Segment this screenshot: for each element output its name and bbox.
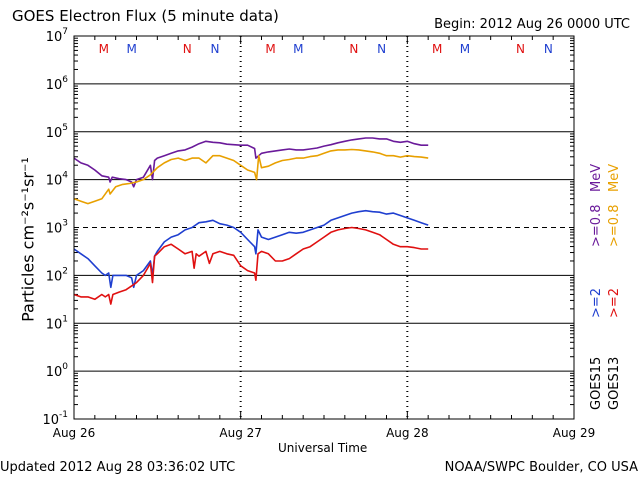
- x-axis-label: Universal Time: [278, 441, 368, 455]
- y-tick-label: 10-1: [42, 410, 68, 428]
- satellite-marker: M: [126, 42, 136, 56]
- legend-goes15-label: GOES15: [589, 356, 604, 410]
- chart-title: GOES Electron Flux (5 minute data): [12, 7, 279, 25]
- y-tick-label: 106: [46, 75, 69, 93]
- data-series: [73, 137, 429, 305]
- legend-goes13-2mev: >=2: [607, 287, 622, 318]
- axis-ticks: [73, 36, 575, 419]
- satellite-marker: N: [349, 42, 358, 56]
- series-line: [73, 226, 429, 305]
- updated-timestamp: Updated 2012 Aug 28 03:36:02 UTC: [0, 460, 236, 475]
- satellite-marker: N: [544, 42, 553, 56]
- y-tick-label: 105: [46, 123, 68, 141]
- y-tick-label: 104: [46, 171, 69, 189]
- y-tick-label: 103: [46, 219, 68, 237]
- series-line: [73, 209, 429, 289]
- satellite-marker: M: [265, 42, 275, 56]
- satellite-marker: N: [516, 42, 525, 56]
- grid-lines: [74, 36, 574, 419]
- x-tick-label: Aug 29: [552, 426, 596, 440]
- credit-label: NOAA/SWPC Boulder, CO USA: [444, 460, 638, 475]
- legend-goes13-08mev: >=0.8: [607, 204, 622, 247]
- legend-goes15-unit: MeV: [589, 163, 604, 192]
- y-tick-label: 100: [46, 362, 69, 380]
- x-tick-label: Aug 27: [219, 426, 262, 440]
- satellite-marker: N: [377, 42, 386, 56]
- x-tick-label: Aug 28: [386, 426, 429, 440]
- y-tick-label: 107: [46, 27, 68, 45]
- satellite-marker: M: [293, 42, 303, 56]
- legend-goes15-2mev: >=2: [589, 287, 604, 318]
- legend-goes15-08mev: >=0.8: [589, 204, 604, 247]
- satellite-marker: N: [183, 42, 192, 56]
- legend-goes13-unit: MeV: [607, 163, 622, 192]
- y-tick-label: 102: [46, 266, 68, 284]
- x-tick-label: Aug 26: [52, 426, 96, 440]
- y-axis-label: Particles cm⁻²s⁻¹sr⁻¹: [18, 157, 38, 322]
- y-tick-label: 101: [46, 314, 68, 332]
- begin-time-label: Begin: 2012 Aug 26 0000 UTC: [434, 17, 630, 32]
- plot-frame: [73, 35, 575, 420]
- satellite-marker: M: [460, 42, 470, 56]
- satellite-marker: M: [99, 42, 109, 56]
- legend-goes13-label: GOES13: [607, 356, 622, 410]
- series-line: [73, 148, 429, 205]
- series-line: [73, 137, 429, 188]
- satellite-marker: N: [210, 42, 219, 56]
- satellite-marker: M: [432, 42, 442, 56]
- y-tick-labels: 10-1 100 101 102 103 104 105 106 107: [42, 27, 68, 428]
